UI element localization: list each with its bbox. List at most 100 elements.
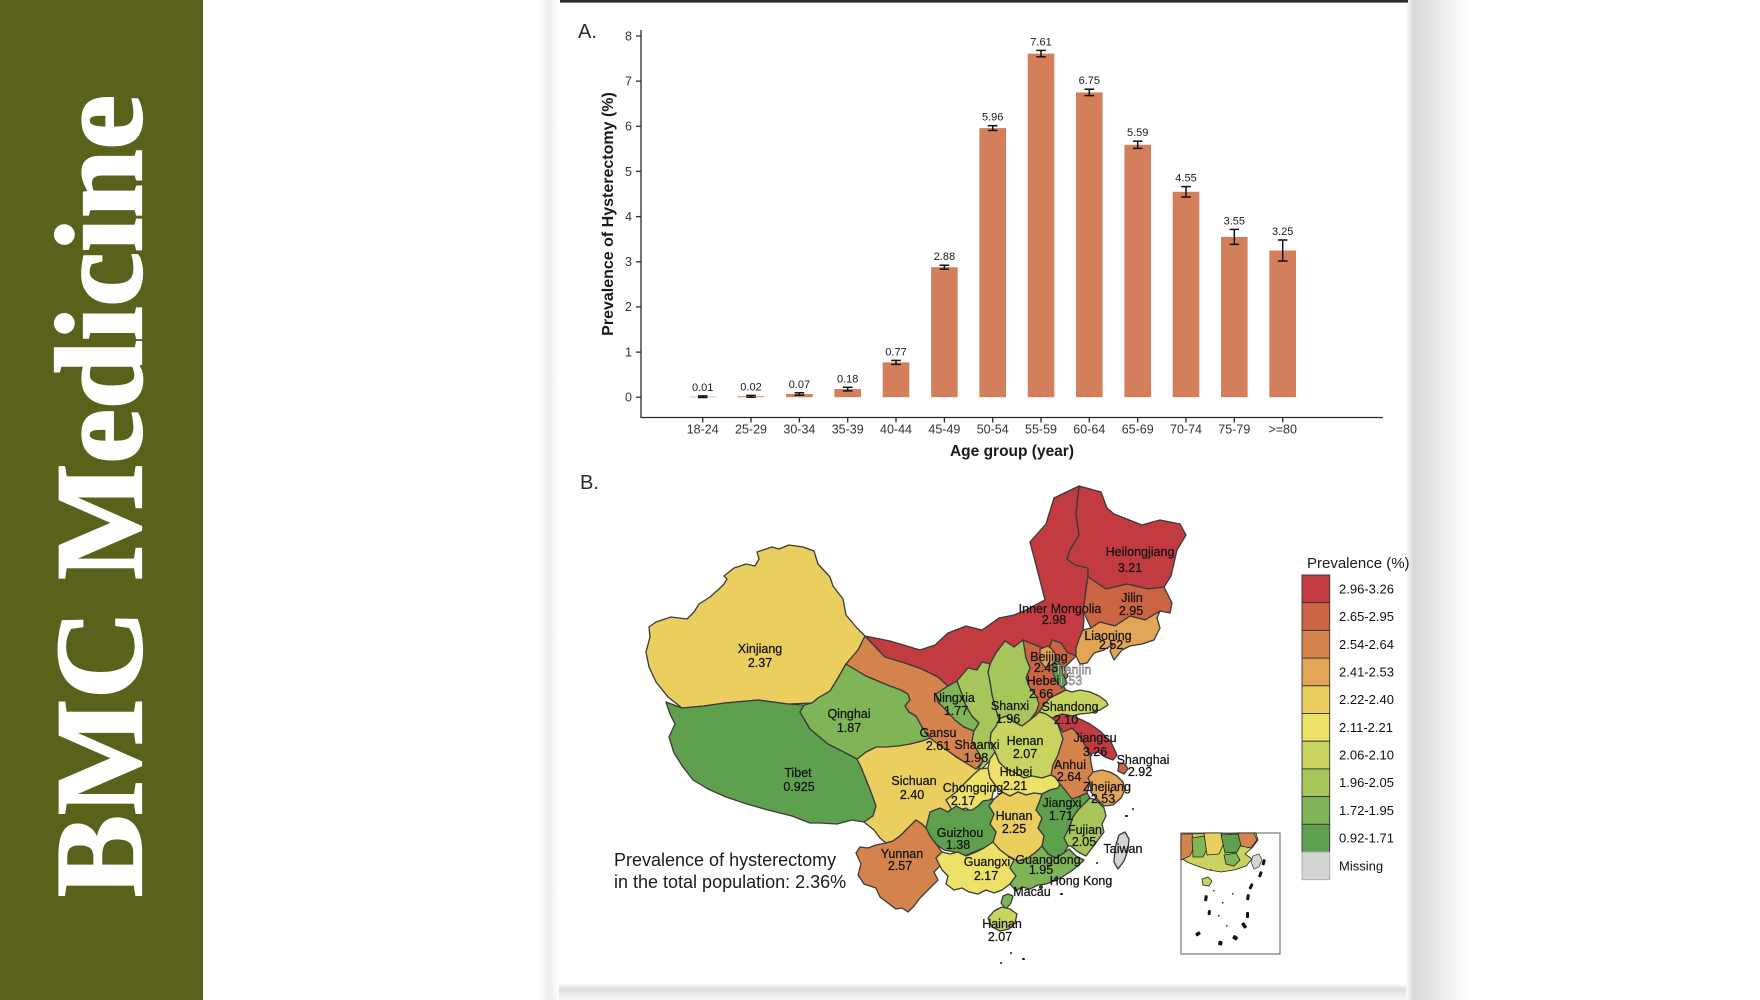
svg-text:5: 5 (625, 165, 632, 179)
svg-text:Shaanxi: Shaanxi (954, 738, 999, 752)
svg-text:2.64: 2.64 (1057, 770, 1081, 784)
svg-text:45-49: 45-49 (928, 423, 960, 437)
svg-text:0.77: 0.77 (885, 346, 906, 358)
svg-text:2.05: 2.05 (1072, 835, 1096, 849)
svg-text:2.66: 2.66 (1029, 687, 1053, 701)
svg-text:0.07: 0.07 (789, 379, 810, 391)
svg-text:2.54-2.64: 2.54-2.64 (1339, 637, 1394, 652)
svg-text:Guangxi: Guangxi (964, 855, 1011, 869)
svg-text:1.87: 1.87 (837, 721, 861, 735)
svg-text:Tibet: Tibet (784, 766, 812, 780)
svg-text:2.06-2.10: 2.06-2.10 (1339, 748, 1394, 763)
svg-text:2.37: 2.37 (748, 656, 772, 670)
svg-text:2.10: 2.10 (1054, 713, 1078, 727)
svg-text:Missing: Missing (1339, 858, 1383, 873)
svg-text:Liaoning: Liaoning (1084, 629, 1131, 643)
svg-text:2.07: 2.07 (988, 930, 1012, 944)
svg-text:A.: A. (578, 21, 597, 43)
svg-text:0.01: 0.01 (692, 382, 713, 394)
svg-text:Jiangxi: Jiangxi (1043, 796, 1082, 810)
svg-text:2.22-2.40: 2.22-2.40 (1339, 692, 1394, 707)
svg-text:0.02: 0.02 (740, 381, 761, 393)
svg-text:Guizhou: Guizhou (937, 826, 984, 840)
svg-text:5.59: 5.59 (1127, 127, 1148, 139)
svg-text:25-29: 25-29 (735, 423, 767, 437)
svg-text:Xinjiang: Xinjiang (738, 642, 783, 656)
svg-text:1.96-2.05: 1.96-2.05 (1339, 775, 1394, 790)
svg-text:Hunan: Hunan (996, 809, 1033, 823)
svg-text:Hong Kong: Hong Kong (1050, 874, 1113, 888)
svg-text:Prevalence of hysterectomy: Prevalence of hysterectomy (614, 850, 836, 870)
svg-text:1.96: 1.96 (996, 712, 1020, 726)
svg-text:1.53: 1.53 (1058, 674, 1082, 688)
svg-text:Shanghai: Shanghai (1117, 753, 1170, 767)
svg-text:Inner Mongolia: Inner Mongolia (1019, 602, 1102, 616)
svg-text:4: 4 (625, 210, 632, 224)
svg-text:2.92: 2.92 (1128, 765, 1152, 779)
svg-text:2.41-2.53: 2.41-2.53 (1339, 665, 1394, 680)
svg-text:4.55: 4.55 (1175, 173, 1196, 185)
svg-text:2.98: 2.98 (1042, 613, 1066, 627)
svg-text:3.25: 3.25 (1272, 226, 1293, 238)
svg-text:Ningxia: Ningxia (933, 691, 975, 705)
svg-text:1.77: 1.77 (944, 704, 968, 718)
svg-text:0.18: 0.18 (837, 373, 858, 385)
svg-text:Henan: Henan (1007, 734, 1044, 748)
svg-text:70-74: 70-74 (1170, 423, 1202, 437)
svg-text:5.96: 5.96 (982, 112, 1003, 124)
svg-text:>=80: >=80 (1268, 423, 1297, 437)
svg-text:2.61: 2.61 (926, 739, 950, 753)
svg-text:2.52: 2.52 (1099, 638, 1123, 652)
svg-text:Chongqing: Chongqing (943, 781, 1004, 795)
svg-text:3.26: 3.26 (1083, 745, 1107, 759)
svg-text:Age group (year): Age group (year) (950, 443, 1074, 460)
svg-text:2.40: 2.40 (900, 788, 924, 802)
svg-text:Prevalence (%): Prevalence (%) (1307, 555, 1410, 572)
svg-text:3: 3 (625, 255, 632, 269)
svg-text:1.95: 1.95 (1029, 863, 1053, 877)
svg-text:7.61: 7.61 (1030, 36, 1051, 48)
svg-text:Macau: Macau (1013, 885, 1051, 899)
svg-text:2.21: 2.21 (1003, 779, 1027, 793)
svg-text:2.17: 2.17 (951, 794, 975, 808)
svg-text:Beijing: Beijing (1030, 650, 1068, 664)
svg-text:Guangdong: Guangdong (1015, 853, 1080, 867)
svg-text:7: 7 (625, 74, 632, 88)
svg-text:Yunnan: Yunnan (881, 847, 923, 861)
svg-text:BMC Medicine: BMC Medicine (31, 95, 168, 897)
svg-text:30-34: 30-34 (783, 423, 815, 437)
svg-text:0.925: 0.925 (783, 780, 814, 794)
svg-text:2.17: 2.17 (974, 869, 998, 883)
svg-text:1: 1 (625, 345, 632, 359)
svg-text:2.96-3.26: 2.96-3.26 (1339, 581, 1394, 596)
svg-text:Tianjin: Tianjin (1055, 663, 1091, 677)
svg-text:6: 6 (625, 120, 632, 134)
svg-text:1.72-1.95: 1.72-1.95 (1339, 803, 1394, 818)
svg-text:Gansu: Gansu (920, 726, 957, 740)
svg-text:35-39: 35-39 (832, 423, 864, 437)
svg-text:Jiangsu: Jiangsu (1073, 731, 1116, 745)
svg-text:2.65-2.95: 2.65-2.95 (1339, 609, 1394, 624)
svg-text:in the total population: 2.36%: in the total population: 2.36% (614, 872, 846, 892)
svg-text:3.21: 3.21 (1118, 561, 1142, 575)
svg-text:Shanxi: Shanxi (991, 699, 1029, 713)
svg-text:0.92-1.71: 0.92-1.71 (1339, 831, 1394, 846)
svg-text:3.55: 3.55 (1224, 215, 1245, 227)
svg-text:Hebei: Hebei (1027, 674, 1060, 688)
svg-text:Hainan: Hainan (982, 917, 1022, 931)
svg-text:Anhui: Anhui (1054, 758, 1086, 772)
svg-text:50-54: 50-54 (977, 423, 1009, 437)
svg-text:60-64: 60-64 (1073, 423, 1105, 437)
svg-text:Qinghai: Qinghai (827, 707, 870, 721)
svg-text:2.53: 2.53 (1091, 792, 1115, 806)
svg-text:1.38: 1.38 (946, 838, 970, 852)
svg-text:0: 0 (625, 391, 632, 405)
svg-text:Prevalence of Hysterectomy (%): Prevalence of Hysterectomy (%) (600, 92, 617, 336)
svg-text:Jilin: Jilin (1121, 591, 1143, 605)
svg-text:2.25: 2.25 (1002, 822, 1026, 836)
svg-text:2.11-2.21: 2.11-2.21 (1339, 720, 1393, 735)
svg-text:Hubei: Hubei (1000, 765, 1033, 779)
svg-text:55-59: 55-59 (1025, 423, 1057, 437)
svg-text:Sichuan: Sichuan (891, 774, 936, 788)
svg-text:2.57: 2.57 (888, 859, 912, 873)
